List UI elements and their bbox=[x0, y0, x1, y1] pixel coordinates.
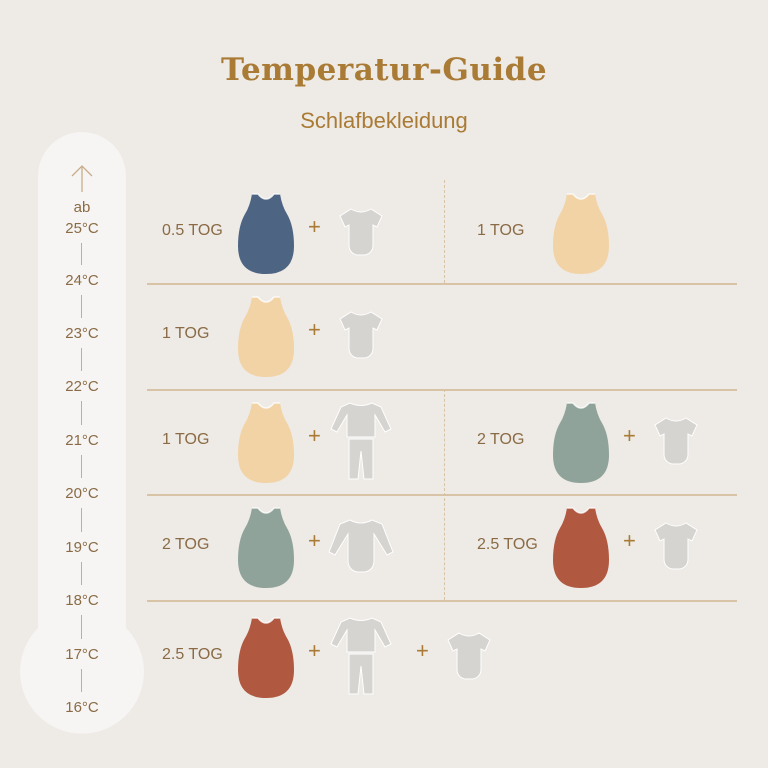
divider-line bbox=[147, 283, 737, 285]
sleeping-bag-icon bbox=[238, 504, 294, 593]
temperature-label: 21°C bbox=[65, 432, 99, 449]
short-sleeve-bodysuit-icon bbox=[654, 521, 698, 576]
divider-line bbox=[147, 494, 737, 496]
tog-label: 1 TOG bbox=[162, 325, 210, 342]
plus-sign: + bbox=[308, 638, 321, 663]
short-sleeve-bodysuit-icon bbox=[447, 631, 491, 686]
tog-label: 2.5 TOG bbox=[477, 536, 538, 553]
scale-tick bbox=[81, 243, 82, 265]
long-sleeve-bodysuit-icon bbox=[328, 518, 394, 579]
plus-sign: + bbox=[308, 423, 321, 448]
column-divider bbox=[444, 180, 445, 283]
temperature-label: 22°C bbox=[65, 378, 99, 395]
temperature-label: 16°C bbox=[65, 699, 99, 716]
plus-sign: + bbox=[308, 528, 321, 553]
sleeping-bag-icon bbox=[238, 293, 294, 382]
scale-tick bbox=[81, 348, 82, 371]
sleeping-bag-icon bbox=[553, 399, 609, 488]
sleeping-bag-icon bbox=[553, 504, 609, 593]
short-sleeve-bodysuit-icon bbox=[339, 310, 383, 365]
plus-sign: + bbox=[308, 317, 321, 342]
temperature-label: 19°C bbox=[65, 539, 99, 556]
sleeping-bag-icon bbox=[238, 399, 294, 488]
tog-label: 2 TOG bbox=[162, 536, 210, 553]
arrow-up-icon bbox=[71, 165, 93, 192]
sleeping-bag-icon bbox=[238, 614, 294, 703]
tog-label: 1 TOG bbox=[162, 431, 210, 448]
column-divider bbox=[444, 389, 445, 600]
page-subtitle: Schlafbekleidung bbox=[300, 108, 468, 133]
scale-tick bbox=[81, 562, 82, 585]
plus-sign: + bbox=[623, 528, 636, 553]
short-sleeve-bodysuit-icon bbox=[654, 416, 698, 471]
pajamas-icon bbox=[330, 401, 392, 486]
scale-tick bbox=[81, 455, 82, 478]
tog-label: 0.5 TOG bbox=[162, 222, 223, 239]
divider-line bbox=[147, 600, 737, 602]
tog-label: 1 TOG bbox=[477, 222, 525, 239]
temperature-label: 25°C bbox=[65, 220, 99, 237]
sleeping-bag-icon bbox=[238, 190, 294, 279]
scale-tick bbox=[81, 615, 82, 639]
scale-tick bbox=[81, 295, 82, 318]
plus-sign: + bbox=[623, 423, 636, 448]
divider-line bbox=[147, 389, 737, 391]
scale-tick bbox=[81, 508, 82, 532]
sleeping-bag-icon bbox=[553, 190, 609, 279]
pajamas-icon bbox=[330, 616, 392, 701]
tog-label: 2 TOG bbox=[477, 431, 525, 448]
temperature-label: 18°C bbox=[65, 592, 99, 609]
short-sleeve-bodysuit-icon bbox=[339, 207, 383, 262]
temperature-label: 20°C bbox=[65, 485, 99, 502]
plus-sign: + bbox=[308, 214, 321, 239]
tog-label: 2.5 TOG bbox=[162, 646, 223, 663]
plus-sign: + bbox=[416, 638, 429, 663]
temperature-label: 24°C bbox=[65, 272, 99, 289]
temperature-label: 23°C bbox=[65, 325, 99, 342]
scale-tick bbox=[81, 401, 82, 425]
temperature-label: 17°C bbox=[65, 646, 99, 663]
temperature-prefix: ab bbox=[73, 199, 91, 216]
page-title: Temperatur-Guide bbox=[220, 52, 548, 88]
scale-tick bbox=[81, 669, 82, 692]
